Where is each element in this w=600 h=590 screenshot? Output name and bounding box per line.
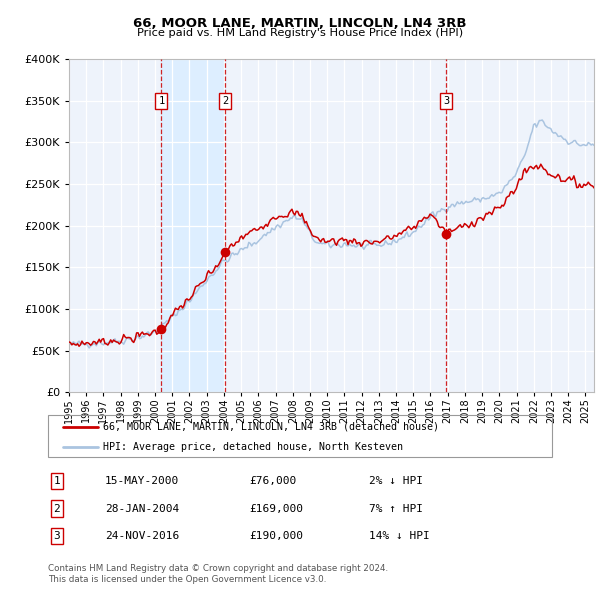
Text: 15-MAY-2000: 15-MAY-2000 — [105, 476, 179, 486]
Text: £190,000: £190,000 — [249, 532, 303, 541]
Text: 3: 3 — [53, 532, 61, 541]
Text: 2: 2 — [53, 504, 61, 513]
Text: 3: 3 — [443, 96, 449, 106]
Text: £169,000: £169,000 — [249, 504, 303, 513]
Text: 1: 1 — [53, 476, 61, 486]
Text: 7% ↑ HPI: 7% ↑ HPI — [369, 504, 423, 513]
Text: Contains HM Land Registry data © Crown copyright and database right 2024.: Contains HM Land Registry data © Crown c… — [48, 565, 388, 573]
Text: HPI: Average price, detached house, North Kesteven: HPI: Average price, detached house, Nort… — [103, 442, 403, 451]
Text: 2: 2 — [222, 96, 229, 106]
Text: 14% ↓ HPI: 14% ↓ HPI — [369, 532, 430, 541]
Text: This data is licensed under the Open Government Licence v3.0.: This data is licensed under the Open Gov… — [48, 575, 326, 584]
Text: 66, MOOR LANE, MARTIN, LINCOLN, LN4 3RB (detached house): 66, MOOR LANE, MARTIN, LINCOLN, LN4 3RB … — [103, 422, 439, 432]
Text: Price paid vs. HM Land Registry's House Price Index (HPI): Price paid vs. HM Land Registry's House … — [137, 28, 463, 38]
Text: £76,000: £76,000 — [249, 476, 296, 486]
Text: 24-NOV-2016: 24-NOV-2016 — [105, 532, 179, 541]
Text: 1: 1 — [158, 96, 164, 106]
Text: 28-JAN-2004: 28-JAN-2004 — [105, 504, 179, 513]
Text: 66, MOOR LANE, MARTIN, LINCOLN, LN4 3RB: 66, MOOR LANE, MARTIN, LINCOLN, LN4 3RB — [133, 17, 467, 30]
Text: 2% ↓ HPI: 2% ↓ HPI — [369, 476, 423, 486]
Bar — [161, 59, 225, 392]
